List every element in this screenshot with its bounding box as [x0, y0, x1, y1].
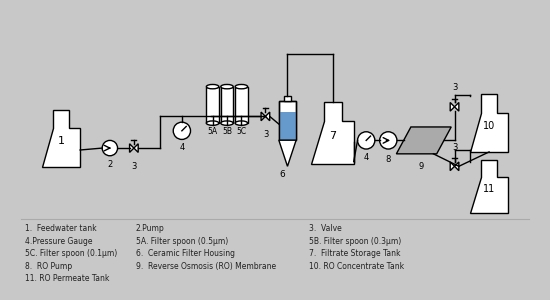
Text: 3: 3 — [452, 83, 457, 92]
Bar — [235, 87, 248, 123]
Text: 6: 6 — [280, 170, 285, 179]
Polygon shape — [261, 112, 266, 121]
Ellipse shape — [221, 85, 233, 89]
Text: 5C: 5C — [236, 127, 246, 136]
Text: 7.  Filtrate Storage Tank: 7. Filtrate Storage Tank — [309, 249, 400, 258]
Text: 3: 3 — [452, 143, 457, 152]
Text: 1: 1 — [57, 136, 64, 146]
Text: 4: 4 — [364, 153, 369, 162]
Ellipse shape — [221, 121, 233, 125]
Ellipse shape — [206, 121, 219, 125]
Bar — [279, 101, 296, 140]
Circle shape — [358, 132, 375, 149]
Circle shape — [102, 140, 118, 156]
Text: 3: 3 — [131, 161, 136, 170]
Bar — [279, 112, 296, 140]
Ellipse shape — [235, 85, 248, 89]
Polygon shape — [134, 144, 138, 152]
Bar — [284, 96, 290, 101]
Text: 8.  RO Pump: 8. RO Pump — [25, 262, 73, 271]
Text: 10: 10 — [483, 121, 495, 131]
Polygon shape — [279, 140, 296, 166]
Text: 5C. Filter spoon (0.1μm): 5C. Filter spoon (0.1μm) — [25, 249, 118, 258]
Text: 5A: 5A — [207, 127, 218, 136]
Text: 4.Pressure Gauge: 4.Pressure Gauge — [25, 237, 93, 246]
Polygon shape — [311, 101, 354, 164]
Text: 11: 11 — [483, 184, 495, 194]
Bar — [279, 101, 296, 140]
Polygon shape — [470, 160, 508, 213]
Polygon shape — [130, 144, 134, 152]
Ellipse shape — [235, 121, 248, 125]
Text: 9.  Reverse Osmosis (RO) Membrane: 9. Reverse Osmosis (RO) Membrane — [136, 262, 276, 271]
Polygon shape — [454, 103, 459, 111]
Text: 5A. Filter spoon (0.5μm): 5A. Filter spoon (0.5μm) — [136, 237, 228, 246]
Text: 9: 9 — [419, 161, 424, 170]
Bar — [221, 87, 233, 123]
Text: 3.  Valve: 3. Valve — [309, 224, 342, 233]
Circle shape — [173, 122, 190, 140]
Text: 7: 7 — [329, 131, 336, 141]
Polygon shape — [470, 94, 508, 152]
Text: 11. RO Permeate Tank: 11. RO Permeate Tank — [25, 274, 110, 283]
Text: 8: 8 — [386, 155, 391, 164]
Polygon shape — [42, 110, 80, 167]
Polygon shape — [266, 112, 270, 121]
Text: 2: 2 — [107, 160, 113, 169]
Text: 4: 4 — [179, 143, 184, 152]
Text: 1.  Feedwater tank: 1. Feedwater tank — [25, 224, 97, 233]
Text: 5B: 5B — [222, 127, 232, 136]
Polygon shape — [454, 162, 459, 171]
Text: 10. RO Concentrate Tank: 10. RO Concentrate Tank — [309, 262, 404, 271]
Polygon shape — [397, 127, 451, 154]
Ellipse shape — [206, 85, 219, 89]
Polygon shape — [450, 162, 454, 171]
Text: 2.Pump: 2.Pump — [136, 224, 164, 233]
Bar — [206, 87, 219, 123]
Text: 5B. Filter spoon (0.3μm): 5B. Filter spoon (0.3μm) — [309, 237, 401, 246]
Text: 3: 3 — [263, 130, 269, 139]
Text: 6.  Ceramic Filter Housing: 6. Ceramic Filter Housing — [136, 249, 235, 258]
Circle shape — [379, 132, 397, 149]
Polygon shape — [450, 103, 454, 111]
